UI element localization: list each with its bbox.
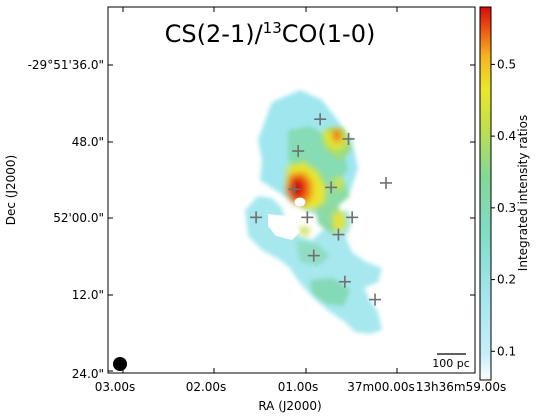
colorbar-tick-label: 0.5: [497, 57, 516, 71]
marker-cross: [332, 228, 345, 241]
x-tick-label: 37m00.00s: [347, 380, 415, 394]
ratio-map: [245, 90, 393, 334]
marker-cross: [380, 176, 393, 189]
colorbar: 0.1 0.2 0.3 0.4 0.5 Integrated intensity rat…: [479, 6, 530, 381]
marker-cross: [250, 211, 263, 224]
x-tick-label: 01.00s: [278, 380, 319, 394]
map-gap: [268, 214, 300, 240]
map-hole: [294, 197, 306, 207]
x-tick-label: 03.00s: [95, 380, 136, 394]
colorbar-label: Integrated intensity ratios: [516, 115, 530, 271]
marker-group: [250, 113, 393, 306]
y-tick-label: -29°51'36.0": [28, 58, 104, 72]
marker-cross: [346, 211, 359, 224]
y-axis: -29°51'36.0" 48.0" 52'00.0" 12.0" 24.0" …: [4, 58, 475, 381]
colorbar-tick-label: 0.3: [497, 201, 516, 215]
y-tick-label: 52'00.0": [53, 211, 104, 225]
marker-cross: [325, 181, 338, 194]
marker-cross: [288, 183, 301, 196]
marker-cross: [342, 132, 355, 145]
colorbar-frame: [479, 6, 492, 381]
beam-ellipse: [113, 357, 127, 371]
marker-cross: [338, 275, 351, 288]
colorbar-tick-label: 0.1: [497, 344, 516, 358]
colorbar-fill: [480, 7, 491, 380]
colorbar-tick-label: 0.2: [497, 273, 516, 287]
y-tick-label: 48.0": [72, 135, 104, 149]
y-tick-label: 12.0": [72, 288, 104, 302]
marker-cross: [301, 211, 314, 224]
x-axis: 03.00s 02.00s 01.00s 37m00.00s 13h36m59.…: [95, 7, 506, 413]
x-tick-label: 02.00s: [186, 380, 227, 394]
marker-cross: [292, 145, 305, 158]
colorbar-tick-label: 0.4: [497, 129, 516, 143]
marker-cross: [307, 249, 320, 262]
marker-cross: [369, 293, 382, 306]
y-tick-label: 24.0": [72, 367, 104, 381]
x-tick-label: 13h36m59.00s: [416, 380, 506, 394]
scale-bar-label: 100 pc: [432, 357, 470, 370]
marker-cross: [314, 113, 327, 126]
x-axis-label: RA (J2000): [258, 399, 321, 413]
chart-title: CS(2-1)/13CO(1-0): [165, 19, 376, 48]
y-axis-label: Dec (J2000): [4, 155, 18, 225]
plot-frame: [107, 6, 476, 374]
